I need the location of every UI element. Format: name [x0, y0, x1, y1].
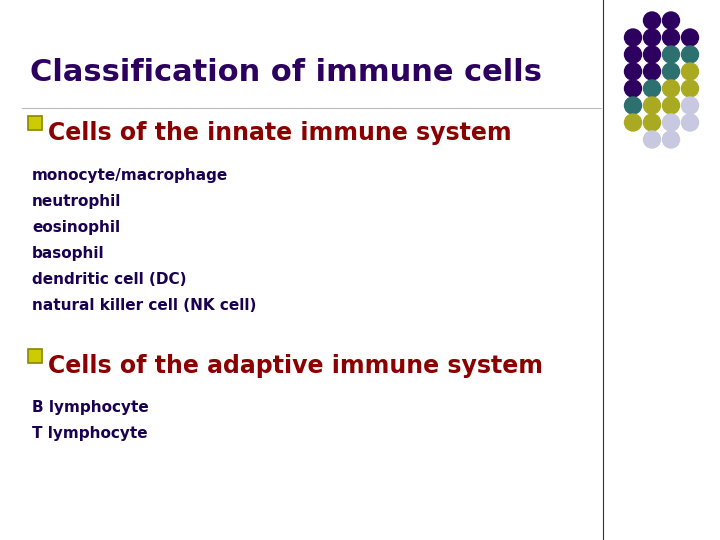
- Circle shape: [662, 63, 680, 80]
- Circle shape: [644, 114, 660, 131]
- Circle shape: [624, 46, 642, 63]
- Text: basophil: basophil: [32, 246, 104, 261]
- Circle shape: [644, 46, 660, 63]
- Circle shape: [682, 46, 698, 63]
- Circle shape: [644, 80, 660, 97]
- Circle shape: [682, 80, 698, 97]
- Circle shape: [682, 29, 698, 46]
- Circle shape: [624, 29, 642, 46]
- Text: dendritic cell (DC): dendritic cell (DC): [32, 272, 186, 287]
- Circle shape: [624, 97, 642, 114]
- Circle shape: [662, 12, 680, 29]
- Circle shape: [682, 63, 698, 80]
- Circle shape: [624, 63, 642, 80]
- Circle shape: [624, 80, 642, 97]
- Circle shape: [662, 46, 680, 63]
- Bar: [28, 116, 42, 130]
- Circle shape: [624, 114, 642, 131]
- Circle shape: [662, 114, 680, 131]
- Text: Cells of the innate immune system: Cells of the innate immune system: [48, 121, 512, 145]
- Circle shape: [644, 97, 660, 114]
- Circle shape: [644, 12, 660, 29]
- Bar: [28, 349, 42, 363]
- Circle shape: [662, 97, 680, 114]
- Circle shape: [662, 80, 680, 97]
- Circle shape: [644, 29, 660, 46]
- Circle shape: [662, 131, 680, 148]
- Circle shape: [682, 114, 698, 131]
- Text: monocyte/macrophage: monocyte/macrophage: [32, 168, 228, 183]
- Circle shape: [644, 131, 660, 148]
- Circle shape: [662, 29, 680, 46]
- Text: natural killer cell (NK cell): natural killer cell (NK cell): [32, 298, 256, 313]
- Circle shape: [644, 63, 660, 80]
- Text: Classification of immune cells: Classification of immune cells: [30, 58, 542, 87]
- Text: Cells of the adaptive immune system: Cells of the adaptive immune system: [48, 354, 543, 378]
- Text: T lymphocyte: T lymphocyte: [32, 426, 148, 441]
- Text: neutrophil: neutrophil: [32, 194, 122, 209]
- Text: B lymphocyte: B lymphocyte: [32, 400, 149, 415]
- Circle shape: [682, 97, 698, 114]
- Text: eosinophil: eosinophil: [32, 220, 120, 235]
